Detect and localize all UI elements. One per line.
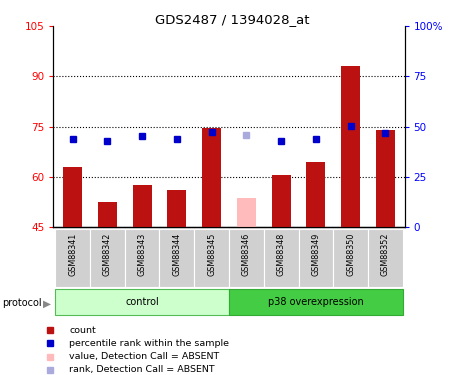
Text: GSM88350: GSM88350: [346, 233, 355, 276]
Text: ▶: ▶: [43, 298, 51, 308]
Text: GSM88349: GSM88349: [312, 233, 320, 276]
Bar: [167, 190, 186, 227]
Bar: [272, 175, 291, 227]
Bar: [341, 66, 360, 227]
Text: GSM88343: GSM88343: [138, 233, 146, 276]
Bar: [202, 128, 221, 227]
Text: GSM88344: GSM88344: [173, 233, 181, 276]
Text: GSM88341: GSM88341: [68, 233, 77, 276]
Text: p38 overexpression: p38 overexpression: [268, 297, 364, 307]
Text: percentile rank within the sample: percentile rank within the sample: [69, 339, 229, 348]
Text: control: control: [125, 297, 159, 307]
Text: GSM88345: GSM88345: [207, 233, 216, 276]
Bar: [333, 229, 368, 287]
Text: GSM88342: GSM88342: [103, 233, 112, 276]
Bar: [306, 162, 325, 227]
Text: count: count: [69, 326, 96, 335]
Bar: [299, 229, 333, 287]
Text: rank, Detection Call = ABSENT: rank, Detection Call = ABSENT: [69, 365, 215, 374]
Bar: [55, 289, 229, 315]
Text: protocol: protocol: [2, 298, 42, 308]
Bar: [229, 229, 264, 287]
Text: GDS2487 / 1394028_at: GDS2487 / 1394028_at: [155, 13, 310, 26]
Bar: [368, 229, 403, 287]
Bar: [376, 130, 395, 227]
Bar: [125, 229, 159, 287]
Bar: [133, 185, 152, 227]
Bar: [194, 229, 229, 287]
Bar: [98, 202, 117, 227]
Text: value, Detection Call = ABSENT: value, Detection Call = ABSENT: [69, 352, 219, 361]
Text: GSM88348: GSM88348: [277, 233, 286, 276]
Bar: [63, 166, 82, 227]
Bar: [55, 229, 90, 287]
Text: GSM88346: GSM88346: [242, 233, 251, 276]
Bar: [159, 229, 194, 287]
Bar: [229, 289, 403, 315]
Bar: [90, 229, 125, 287]
Bar: [237, 198, 256, 227]
Bar: [264, 229, 299, 287]
Text: GSM88352: GSM88352: [381, 233, 390, 276]
